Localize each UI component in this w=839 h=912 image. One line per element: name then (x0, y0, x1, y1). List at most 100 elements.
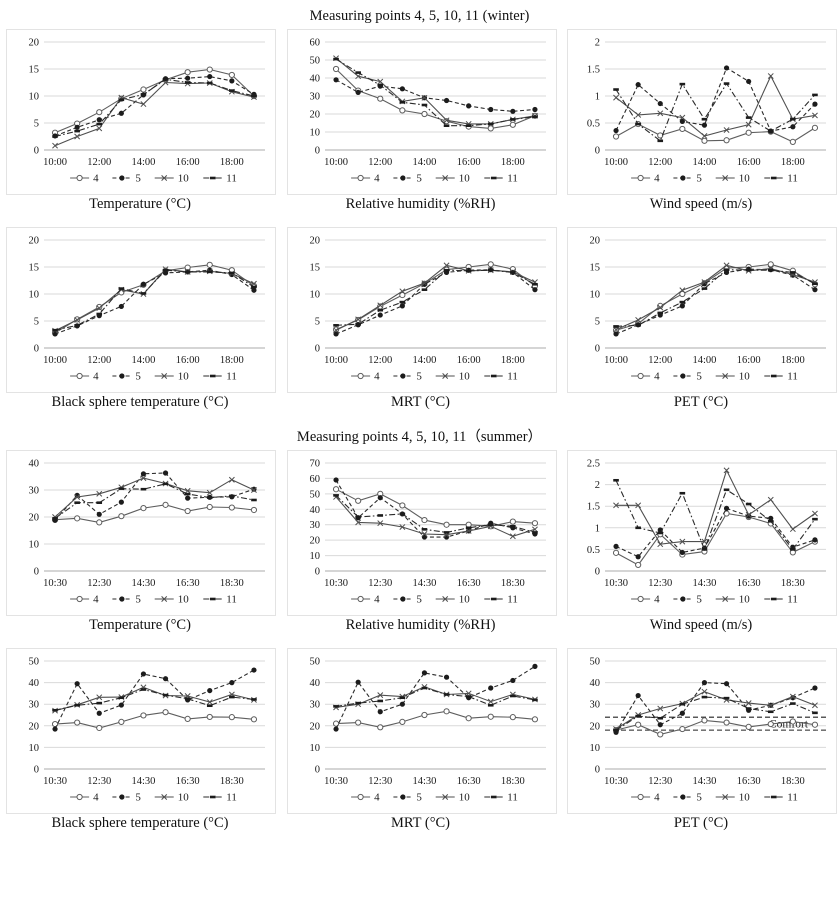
y-tick-label: 60 (309, 38, 320, 49)
series-11-marker (679, 702, 686, 706)
series-11-marker (421, 528, 427, 531)
series-4-marker (420, 110, 428, 118)
y-tick-label: 20 (29, 38, 40, 49)
legend-label: 11 (787, 594, 798, 606)
circle-open-marker (637, 372, 644, 380)
legend-item-5: 5 (673, 792, 702, 804)
series-11-marker (790, 271, 796, 274)
legend-item-4: 4 (70, 371, 99, 383)
series-4-marker (612, 549, 620, 556)
x-tick-label: 12:00 (87, 157, 111, 168)
series-11-marker (184, 492, 191, 496)
series-10-marker (701, 688, 708, 695)
legend-item-4: 4 (350, 371, 380, 383)
dash-filled-marker (767, 129, 774, 133)
dash-filled-marker (421, 528, 427, 531)
circle-filled-marker (377, 709, 383, 715)
circle-filled-marker (119, 175, 125, 181)
x-marker (811, 510, 818, 517)
series-10-marker (723, 467, 730, 474)
legend-item-4: 4 (631, 173, 660, 185)
series-5-marker (680, 175, 686, 181)
x-marker (140, 475, 147, 482)
series-11-marker (790, 702, 796, 705)
circle-filled-marker (790, 124, 796, 130)
series-11-marker (206, 704, 213, 708)
circle-open-marker (332, 486, 339, 493)
x-marker (745, 511, 752, 518)
x-tick-label: 14:00 (692, 157, 716, 168)
series-5-marker (680, 596, 686, 602)
series-4-marker (767, 261, 774, 268)
circle-open-marker (118, 513, 125, 520)
series-4-line (335, 710, 535, 728)
legend-item-5: 5 (392, 594, 422, 606)
series-11-marker (812, 711, 818, 715)
series-10-marker (420, 280, 427, 287)
series-5-marker (74, 681, 80, 687)
series-11-marker (613, 325, 619, 328)
series-11-marker (509, 271, 516, 274)
series-10-marker (161, 373, 168, 379)
series-11-line (615, 480, 816, 551)
x-tick-label: 10:30 (604, 776, 628, 787)
series-4-marker (701, 717, 708, 724)
series-5-marker (657, 100, 663, 107)
x-marker (487, 698, 494, 705)
y-tick-label: 10 (309, 128, 320, 139)
y-tick-label: 20 (309, 536, 320, 547)
circle-filled-marker (399, 175, 405, 181)
series-5-marker (399, 701, 405, 707)
series-4-line (615, 123, 816, 143)
series-10-marker (465, 527, 472, 534)
series-10-marker (420, 531, 427, 537)
circle-open-marker (612, 133, 620, 140)
series-10-marker (657, 541, 664, 548)
circle-open-marker (398, 107, 405, 114)
series-10-marker (767, 496, 774, 503)
series-5-marker (355, 89, 361, 95)
series-11-marker (184, 697, 191, 701)
legend-label: 10 (458, 173, 470, 185)
series-5-marker (679, 303, 685, 309)
x-marker (420, 94, 427, 101)
dash-filled-marker (140, 688, 147, 691)
series-10-marker (613, 326, 620, 333)
y-tick-label: 20 (29, 721, 40, 732)
series-5-marker (399, 175, 405, 181)
series-11-marker (421, 103, 427, 107)
series-4-marker (637, 174, 644, 182)
series-5-marker (162, 270, 169, 276)
circle-open-marker (767, 720, 774, 728)
circle-filled-marker (74, 124, 80, 130)
series-10-marker (398, 288, 405, 295)
series-4-marker (509, 121, 516, 128)
dash-filled-marker (206, 81, 213, 85)
circle-open-marker (250, 506, 258, 514)
series-11-marker (229, 695, 235, 699)
series-11-marker (723, 696, 730, 700)
series-11-marker (96, 312, 103, 316)
dash-filled-marker (229, 695, 235, 699)
series-4-marker (162, 501, 169, 508)
circle-open-marker (96, 724, 103, 732)
x-marker (635, 502, 642, 509)
series-11-marker (767, 129, 774, 133)
x-tick-label: 14:00 (131, 355, 155, 366)
series-4-marker (250, 506, 258, 514)
circle-filled-marker (399, 596, 405, 602)
legend-item-11: 11 (203, 173, 237, 185)
y-tick-label: 10 (29, 290, 40, 301)
series-11-marker (487, 122, 494, 126)
series-4-marker (357, 174, 364, 182)
series-11-marker (679, 82, 686, 86)
legend-item-5: 5 (112, 594, 141, 606)
series-11-line (615, 82, 816, 142)
circle-filled-marker (509, 677, 515, 684)
series-5-marker (185, 75, 191, 81)
series-4-marker (811, 124, 819, 131)
y-tick-label: 0 (34, 765, 39, 776)
series-10-line (615, 74, 815, 137)
series-11-marker (531, 698, 538, 702)
legend-label: 11 (787, 371, 798, 383)
